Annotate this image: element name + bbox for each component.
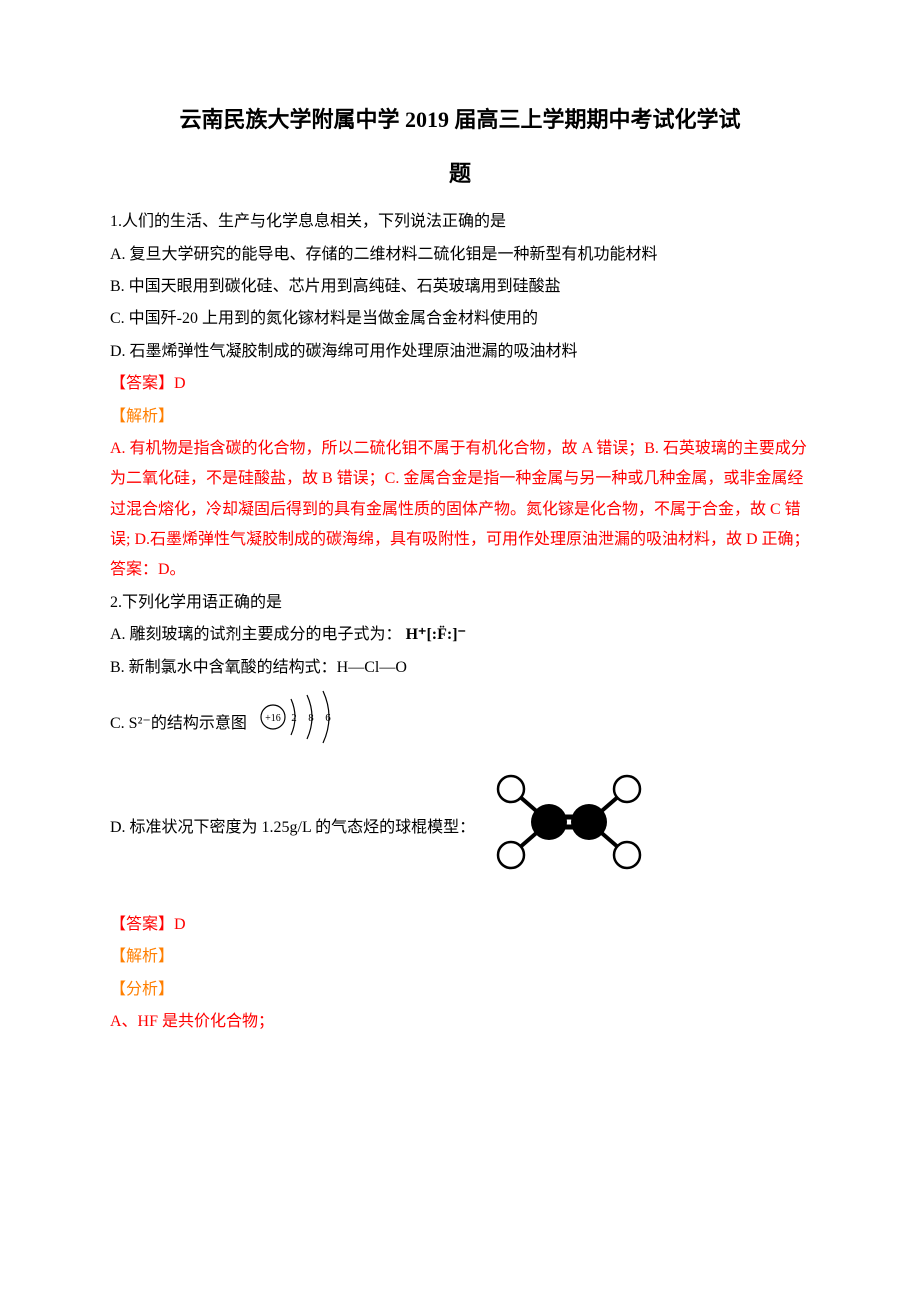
q1-analysis-label: 【解析】 <box>110 402 810 432</box>
q2-option-c-prefix: C. S²⁻的结构示意图 <box>110 709 247 739</box>
q2-option-d-row: D. 标准状况下密度为 1.25g/L 的气态烃的球棍模型： <box>110 767 810 888</box>
q1-option-d: D. 石墨烯弹性气凝胶制成的碳海绵可用作处理原油泄漏的吸油材料 <box>110 337 810 367</box>
q1-option-b: B. 中国天眼用到碳化硅、芯片用到高纯硅、石英玻璃用到硅酸盐 <box>110 272 810 302</box>
q2-fenxi-label: 【分析】 <box>110 975 810 1005</box>
svg-text:2: 2 <box>291 712 297 724</box>
q2-option-b: B. 新制氯水中含氧酸的结构式：H—Cl—O <box>110 653 810 683</box>
hf-electron-formula: H⁺[:F̈:]⁻ <box>406 620 466 650</box>
svg-text:6: 6 <box>325 712 331 724</box>
q2-option-a: A. 雕刻玻璃的试剂主要成分的电子式为： H⁺[:F̈:]⁻ <box>110 620 810 651</box>
q1-option-a: A. 复旦大学研究的能导电、存储的二维材料二硫化钼是一种新型有机功能材料 <box>110 240 810 270</box>
q1-option-c: C. 中国歼-20 上用到的氮化镓材料是当做金属合金材料使用的 <box>110 304 810 334</box>
q1-stem: 1.人们的生活、生产与化学息息相关，下列说法正确的是 <box>110 207 810 237</box>
q2-option-a-prefix: A. 雕刻玻璃的试剂主要成分的电子式为： <box>110 626 402 643</box>
q1-analysis-text: A. 有机物是指含碳的化合物，所以二硫化钼不属于有机化合物，故 A 错误；B. … <box>110 434 810 586</box>
q2-option-c-row: C. S²⁻的结构示意图 +16 2 8 6 <box>110 689 810 756</box>
q2-fenxi-a: A、HF 是共价化合物； <box>110 1007 810 1037</box>
exam-title-line2: 题 <box>110 154 810 194</box>
q1-answer: 【答案】D <box>110 369 810 399</box>
q2-option-d-prefix: D. 标准状况下密度为 1.25g/L 的气态烃的球棍模型： <box>110 813 475 843</box>
q2-stem: 2.下列化学用语正确的是 <box>110 588 810 618</box>
ethylene-ball-stick-model <box>479 767 659 888</box>
q2-answer: 【答案】D <box>110 910 810 940</box>
svg-text:+16: +16 <box>265 713 281 724</box>
svg-text:8: 8 <box>308 712 314 724</box>
q2-analysis-label: 【解析】 <box>110 942 810 972</box>
exam-title-line1: 云南民族大学附属中学 2019 届高三上学期期中考试化学试 <box>110 100 810 140</box>
sulfur-ion-diagram: +16 2 8 6 <box>255 689 347 756</box>
